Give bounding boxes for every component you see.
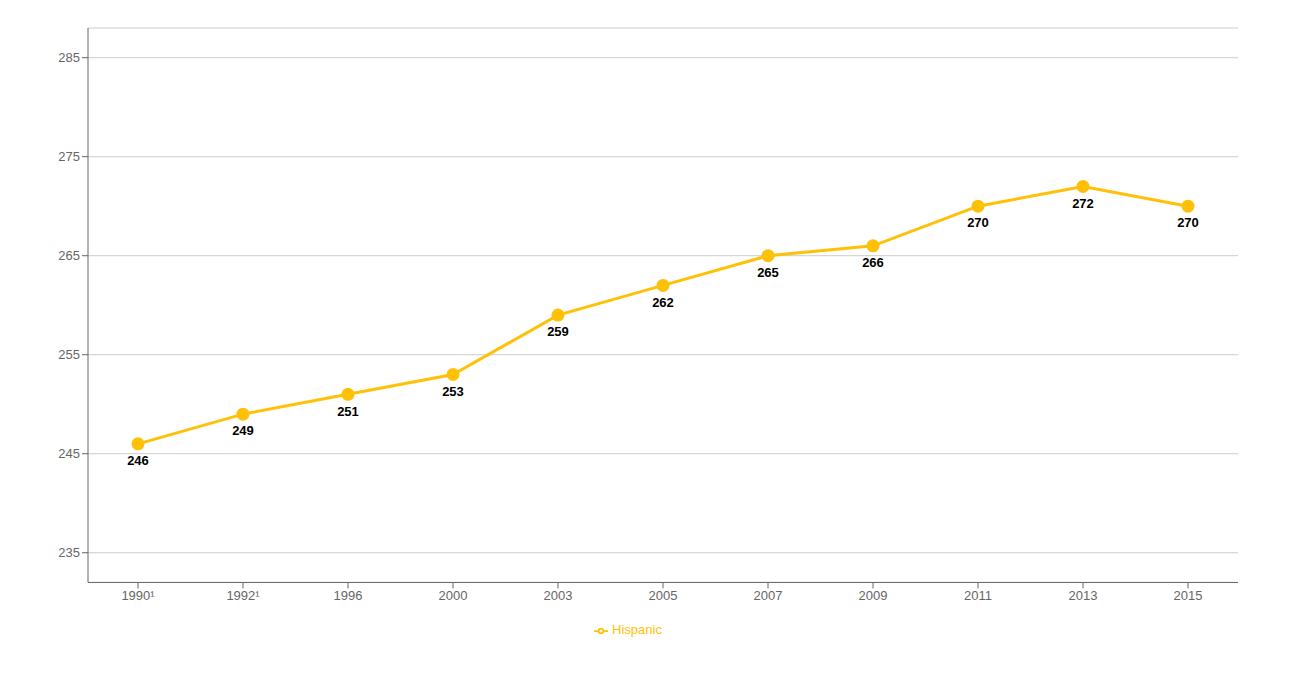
- svg-text:2011: 2011: [964, 588, 992, 603]
- svg-text:2000: 2000: [439, 588, 468, 603]
- html-text:Hispanic: Hispanic: [612, 622, 662, 638]
- svg-text:270: 270: [1177, 215, 1199, 230]
- svg-text:266: 266: [862, 255, 884, 270]
- svg-text:2015: 2015: [1174, 588, 1203, 603]
- svg-text:245: 245: [58, 446, 80, 461]
- svg-text:275: 275: [58, 149, 80, 164]
- svg-text:2009: 2009: [859, 588, 888, 603]
- svg-text:270: 270: [967, 215, 989, 230]
- svg-text:246: 246: [127, 453, 149, 468]
- svg-text:235: 235: [58, 545, 80, 560]
- svg-text:2007: 2007: [754, 588, 783, 603]
- svg-text:2003: 2003: [544, 588, 573, 603]
- svg-text:2013: 2013: [1069, 588, 1098, 603]
- svg-text:262: 262: [652, 295, 674, 310]
- svg-text:249: 249: [232, 423, 254, 438]
- svg-text:285: 285: [58, 50, 80, 65]
- svg-text:259: 259: [547, 324, 569, 339]
- svg-text:265: 265: [757, 265, 779, 280]
- svg-text:1992¹: 1992¹: [226, 588, 260, 603]
- svg-text:2005: 2005: [649, 588, 678, 603]
- svg-text:1990¹: 1990¹: [121, 588, 155, 603]
- svg-text:272: 272: [1072, 196, 1094, 211]
- svg-text:255: 255: [58, 347, 80, 362]
- svg-text:251: 251: [337, 404, 359, 419]
- svg-text:265: 265: [58, 248, 80, 263]
- svg-text:253: 253: [442, 384, 464, 399]
- svg-text:1996: 1996: [334, 588, 363, 603]
